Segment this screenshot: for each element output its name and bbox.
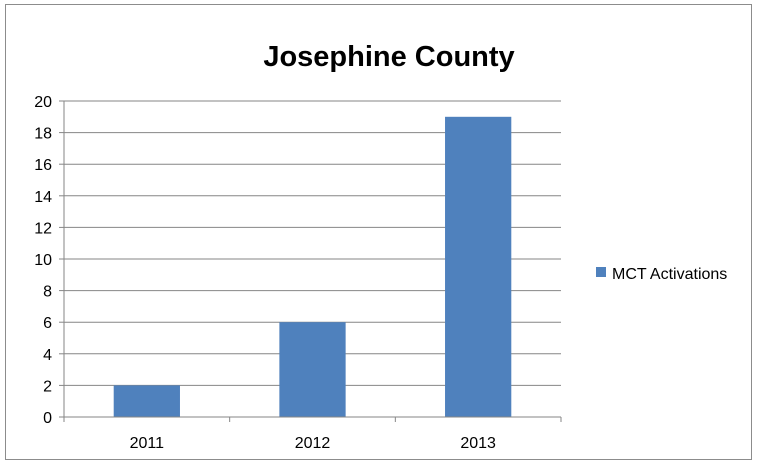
y-tick-label: 2 bbox=[43, 378, 52, 395]
x-tick-label: 2012 bbox=[295, 435, 331, 452]
y-tick-label: 18 bbox=[34, 126, 52, 143]
chart-title: Josephine County bbox=[263, 41, 514, 73]
y-tick-label: 8 bbox=[43, 284, 52, 301]
x-tick-label: 2011 bbox=[130, 435, 165, 452]
y-tick-label: 0 bbox=[43, 410, 52, 427]
legend: MCT Activations bbox=[596, 266, 727, 283]
y-tick-label: 6 bbox=[43, 315, 52, 332]
y-tick-label: 10 bbox=[34, 252, 52, 269]
bar-2013 bbox=[445, 116, 512, 418]
y-axis-ticks: 0 2 4 6 8 10 12 14 16 18 20 bbox=[34, 94, 64, 427]
y-tick-label: 16 bbox=[34, 157, 52, 174]
legend-label: MCT Activations bbox=[612, 266, 727, 283]
bars bbox=[113, 116, 512, 418]
bar-2012 bbox=[279, 322, 346, 417]
bar-2011 bbox=[113, 385, 180, 417]
chart-frame bbox=[5, 4, 752, 460]
x-axis-ticks: 2011 2012 2013 bbox=[63, 417, 562, 452]
legend-swatch bbox=[596, 267, 606, 277]
y-tick-label: 14 bbox=[34, 189, 52, 206]
y-tick-label: 20 bbox=[34, 94, 52, 111]
y-tick-label: 12 bbox=[34, 220, 52, 237]
x-tick-label: 2013 bbox=[460, 435, 496, 452]
y-tick-label: 4 bbox=[43, 347, 52, 364]
axes bbox=[63, 101, 561, 418]
